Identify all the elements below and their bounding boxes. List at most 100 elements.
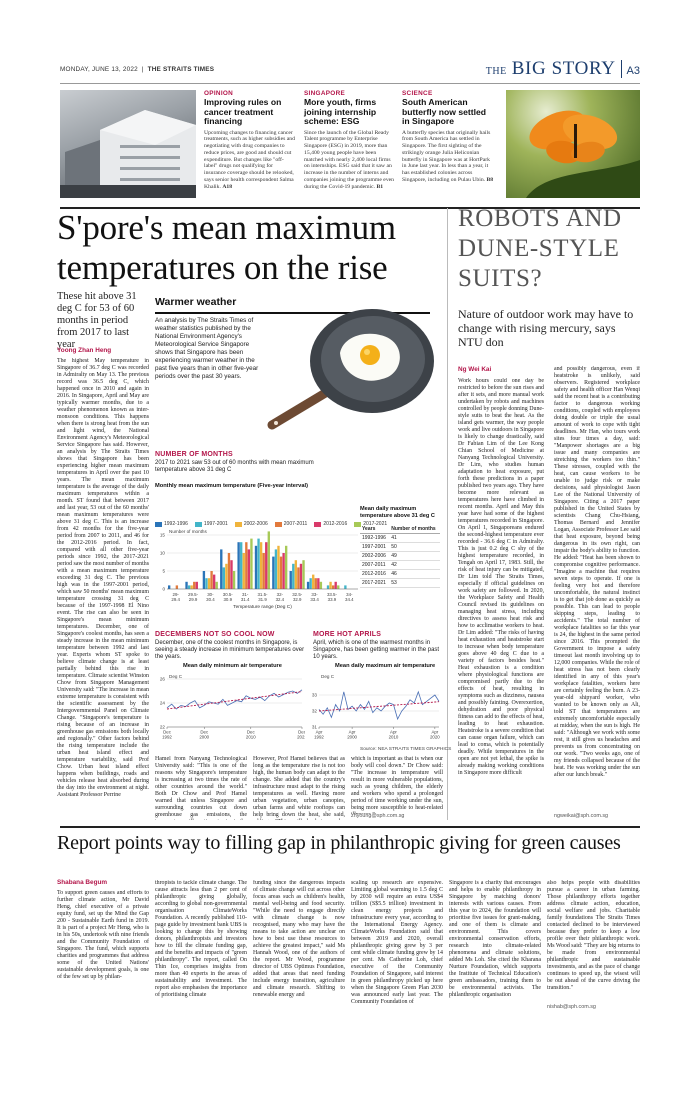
bar-chart-legend: 1992-1996 1997-2001 2002-2006 2007-2011 2012… — [155, 521, 387, 527]
bar — [312, 574, 315, 589]
y-tick-label: 24 — [160, 701, 166, 706]
table-row: 2017-2021 53 — [360, 578, 440, 589]
bar — [284, 545, 288, 589]
bar — [237, 542, 240, 589]
bar — [247, 549, 251, 589]
bar — [314, 578, 317, 589]
x-tick-label: Dec — [200, 730, 209, 735]
bar — [240, 542, 243, 589]
bar — [282, 553, 285, 589]
main-headline: S'pore's mean maximum temperatures on th… — [57, 208, 396, 287]
bar-chart-title: Monthly mean maximum temperature (Five-y… — [155, 483, 308, 489]
legend-entry: 2012-2016 — [314, 521, 347, 527]
table-header-row: Years Number of months — [360, 525, 440, 535]
bar — [331, 585, 335, 589]
x-tick-label: 2000 — [347, 735, 357, 740]
masthead-divider — [620, 60, 622, 78]
bar — [202, 571, 206, 589]
legend-swatch — [194, 521, 202, 527]
bar — [190, 585, 193, 589]
section-name: BIG STORY — [511, 58, 616, 79]
x-tick-label: 31.5- — [257, 592, 268, 597]
robots-author-email[interactable]: ngweikai@sph.com.sg — [554, 813, 609, 819]
masthead-dateline: MONDAY, JUNE 13, 2022 | THE STRAITS TIME… — [60, 66, 215, 73]
table-header-years: Years — [360, 525, 390, 535]
teaser-title[interactable]: Improving rules on cancer treatment fina… — [204, 97, 282, 126]
graphic-title: Warmer weather — [155, 296, 237, 308]
bar — [267, 531, 270, 589]
masthead: MONDAY, JUNE 13, 2022 | THE STRAITS TIME… — [60, 58, 640, 80]
dec-chart-title: Mean daily minimum air temperature — [183, 663, 282, 669]
teaser-title[interactable]: South American butterfly now settled in … — [402, 97, 487, 126]
apr-chart-title: Mean daily maximum air temperature — [335, 663, 436, 669]
x-tick-label: 1992 — [162, 735, 172, 740]
teaser-science[interactable]: SCIENCE South American butterfly now set… — [402, 90, 494, 184]
teaser-title[interactable]: More youth, firms joining internship sch… — [304, 97, 377, 126]
report-body-col6: also helps people with disabilities purs… — [547, 880, 640, 991]
x-tick-label: 30- — [207, 592, 214, 597]
x-tick-label: 31.9 — [258, 597, 267, 602]
x-tick-label: 34.4 — [345, 597, 354, 602]
y-tick-label: 33 — [312, 693, 318, 698]
bar — [168, 585, 171, 589]
table-row: 2012-2016 46 — [360, 569, 440, 580]
hospital-building-illustration — [60, 110, 196, 198]
months-table-grid: Years Number of months 1992-1996 41 1997-… — [360, 525, 440, 589]
butterfly-illustration — [526, 110, 640, 198]
x-tick-label: 30.4 — [206, 597, 215, 602]
bar — [259, 542, 263, 589]
x-tick-label: 32.4 — [276, 597, 285, 602]
y-axis-unit: Deg C — [321, 674, 335, 679]
bar — [227, 553, 231, 589]
bar — [292, 563, 295, 589]
x-tick-label: 33.4 — [310, 597, 319, 602]
teaser-category: SINGAPORE — [304, 90, 346, 97]
bar-chart: Number of months 0 5 10 15 29-29.4 29.5-29.9 30… — [160, 529, 358, 609]
x-tick-label: 31.4 — [241, 597, 250, 602]
teaser-body: A butterfly species that originally hail… — [402, 129, 494, 184]
robots-deck: Nature of outdoor work may have to chang… — [458, 307, 634, 349]
y-axis-unit: Deg C — [169, 674, 183, 679]
bar — [272, 556, 275, 589]
x-tick-label: Dec — [298, 730, 305, 735]
legend-entry: 1992-1996 — [155, 521, 188, 527]
teaser-body: Since the launch of the Global Ready Tal… — [304, 129, 395, 190]
x-tick-label: 2000 — [199, 735, 209, 740]
dec-section-desc: December, one of the coolest months in S… — [155, 640, 305, 660]
main-author-email[interactable]: zhyoung@sph.com.sg — [351, 813, 405, 819]
report-rule — [60, 826, 640, 828]
report-body-col3: funding since the dangerous impacts of c… — [253, 880, 345, 998]
legend-swatch — [155, 521, 162, 527]
bar — [220, 549, 223, 589]
teaser-singapore[interactable]: SINGAPORE More youth, firms joining inte… — [304, 90, 396, 191]
x-tick-label: Apr — [431, 730, 438, 735]
x-tick-label: Apr — [390, 730, 397, 735]
x-tick-label: 29- — [173, 592, 180, 597]
bar — [279, 556, 283, 589]
legend-entry: 2007-2011 — [274, 521, 307, 527]
table-header-months: Number of months — [389, 525, 440, 535]
series-line — [318, 690, 440, 721]
bar — [297, 567, 300, 589]
bar — [337, 585, 340, 589]
bar — [230, 560, 233, 589]
x-tick-label: 33- — [311, 592, 318, 597]
bar — [309, 578, 312, 589]
robots-byline: Ng Wei Kai — [458, 366, 492, 373]
teaser-strip: OPINION Improving rules on cancer treatm… — [60, 90, 640, 202]
bar — [185, 581, 188, 589]
legend-label: 1997-2001 — [203, 521, 228, 527]
x-tick-label: 34- — [346, 592, 353, 597]
main-body-col1: The highest May temperature in Singapore… — [57, 358, 149, 798]
teaser-category: OPINION — [204, 90, 234, 97]
x-tick-label: 33.5- — [327, 592, 338, 597]
y-tick-label: 0 — [162, 587, 165, 592]
bar — [232, 571, 236, 589]
report-body-col5: Singapore is a charity that encourages a… — [449, 880, 541, 998]
report-body-col4: scaling up research are expensive. Limit… — [351, 880, 443, 1005]
y-tick-label: 15 — [160, 533, 166, 538]
bar — [187, 585, 191, 589]
bar — [254, 545, 258, 589]
report-author-email[interactable]: nishab@sph.com.sg — [547, 1004, 596, 1010]
teaser-opinion[interactable]: OPINION Improving rules on cancer treatm… — [204, 90, 296, 191]
